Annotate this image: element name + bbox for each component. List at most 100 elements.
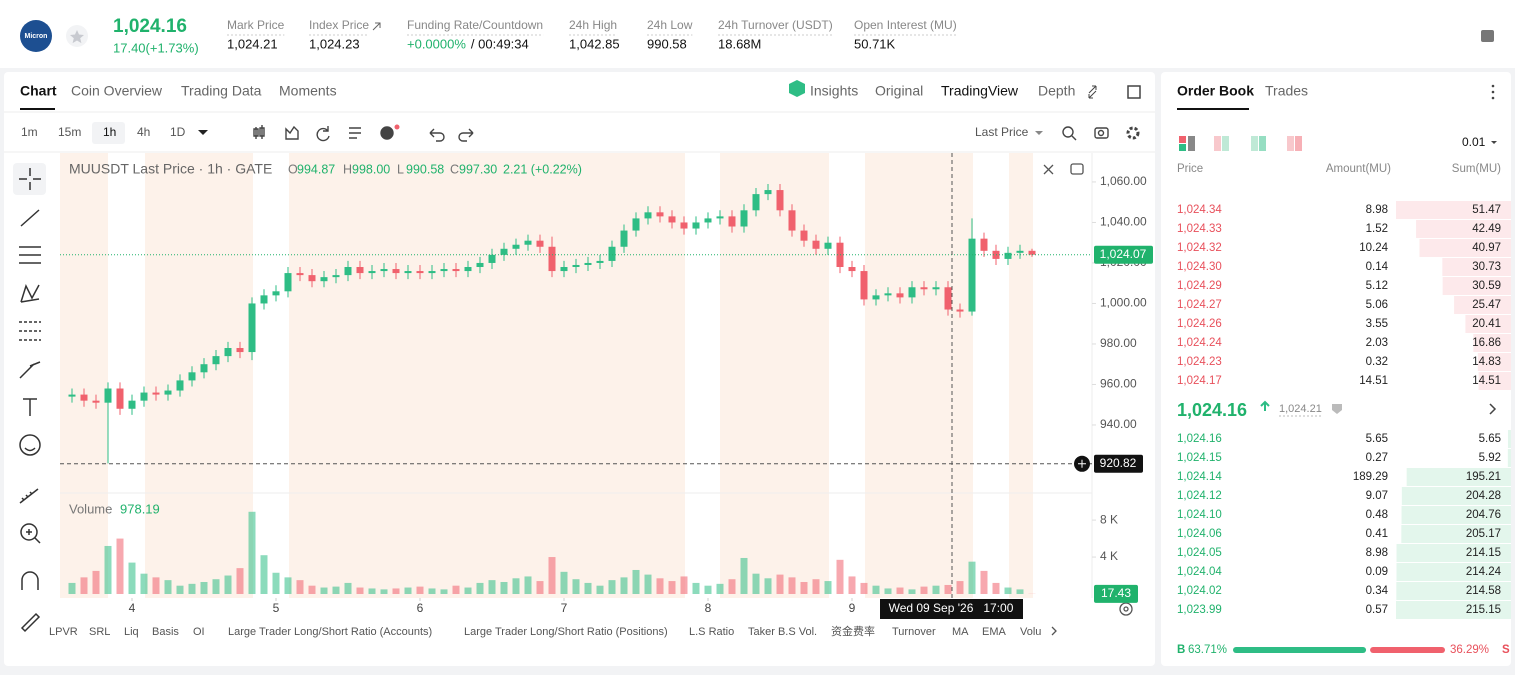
interval[interactable]: 1m [21, 125, 38, 139]
sell-letter: S [1502, 644, 1510, 656]
notes-icon[interactable] [1481, 30, 1494, 42]
indicator-tab[interactable]: SRL [89, 626, 110, 638]
ob-price[interactable]: 1,023.99 [1177, 604, 1222, 616]
candle-body [297, 273, 304, 275]
stat-value: 18.68M [718, 36, 761, 51]
ob-price[interactable]: 1,024.12 [1177, 490, 1222, 502]
y-tick-label: 1,000.00 [1100, 296, 1147, 310]
ob-price[interactable]: 1,024.16 [1177, 433, 1222, 445]
candle-body [273, 291, 280, 295]
view-tab[interactable]: Insights [810, 83, 858, 99]
volume-bar [465, 588, 472, 594]
volume-bar [261, 555, 268, 594]
mid-price: 1,024.16 [1177, 400, 1247, 420]
volume-bar [609, 580, 616, 594]
ohlc-value: 994.87 [297, 162, 335, 176]
indicator-tab[interactable]: 资金费率 [831, 624, 875, 638]
interval[interactable]: 1h [103, 125, 116, 139]
volume-bar [969, 562, 976, 594]
stat-label: Mark Price [227, 18, 285, 32]
ob-price[interactable]: 1,024.17 [1177, 375, 1222, 387]
buy-pct: 63.71% [1188, 644, 1227, 656]
ob-price[interactable]: 1,024.15 [1177, 452, 1222, 464]
volume-bar [909, 589, 916, 594]
candle-body [969, 239, 976, 312]
volume-bar [501, 582, 508, 594]
candle-body [489, 255, 496, 263]
volume-last: 17.43 [1101, 586, 1131, 600]
indicator-tab[interactable]: Basis [152, 626, 179, 638]
volume-bar [213, 579, 220, 594]
ob-price[interactable]: 1,024.32 [1177, 242, 1222, 254]
ob-price[interactable]: 1,024.02 [1177, 585, 1222, 597]
candle-body [1017, 251, 1024, 253]
precision[interactable]: 0.01 [1462, 135, 1486, 149]
ob-price[interactable]: 1,024.23 [1177, 356, 1222, 368]
ob-amount: 0.41 [1366, 528, 1388, 540]
ob-amount: 1.52 [1366, 223, 1388, 235]
interval[interactable]: 1D [170, 125, 186, 139]
indicator-tab[interactable]: Large Trader Long/Short Ratio (Accounts) [228, 626, 432, 638]
volume-bar [825, 581, 832, 594]
indicator-tab[interactable]: Taker B.S Vol. [748, 626, 817, 638]
interval[interactable]: 4h [137, 125, 150, 139]
ob-amount: 5.06 [1366, 299, 1388, 311]
ob-price[interactable]: 1,024.14 [1177, 471, 1222, 483]
interval[interactable]: 15m [58, 125, 81, 139]
ob-price[interactable]: 1,024.04 [1177, 566, 1222, 578]
indicator-tab[interactable]: Volu [1020, 626, 1041, 638]
ob-amount: 3.55 [1366, 318, 1388, 330]
view-tab[interactable]: Original [875, 83, 923, 99]
chart-tab[interactable]: Trading Data [181, 83, 262, 99]
chart-tab[interactable]: Moments [279, 83, 337, 99]
volume-bar [249, 512, 256, 594]
session-band [145, 153, 253, 598]
candle-body [705, 218, 712, 222]
ob-amount: 8.98 [1366, 547, 1388, 559]
candle-body [801, 231, 808, 241]
ob-amount: 5.12 [1366, 280, 1388, 292]
candle-body [585, 263, 592, 265]
volume-bar [453, 586, 460, 594]
volume-bar [297, 580, 304, 594]
ob-tab[interactable]: Order Book [1177, 83, 1254, 99]
ob-price[interactable]: 1,024.27 [1177, 299, 1222, 311]
stat-label: 24h Turnover (USDT) [718, 18, 833, 32]
volume-bar [789, 577, 796, 594]
volume-bar [801, 582, 808, 594]
indicator-tab[interactable]: Liq [124, 626, 139, 638]
x-tick-label: 8 [705, 601, 712, 615]
view-tab[interactable]: Depth [1038, 83, 1075, 99]
ob-price[interactable]: 1,024.05 [1177, 547, 1222, 559]
indicator-tab[interactable]: Large Trader Long/Short Ratio (Positions… [464, 626, 668, 638]
ob-price[interactable]: 1,024.26 [1177, 318, 1222, 330]
indicator-tab[interactable]: MA [952, 626, 969, 638]
indicator-tab[interactable]: L.S Ratio [689, 626, 734, 638]
ob-price[interactable]: 1,024.29 [1177, 280, 1222, 292]
volume-bar [201, 582, 208, 594]
ob-tab[interactable]: Trades [1265, 83, 1308, 99]
volume-bar [885, 588, 892, 594]
price-type[interactable]: Last Price [975, 125, 1029, 139]
ob-price[interactable]: 1,024.06 [1177, 528, 1222, 540]
indicator-tab[interactable]: Turnover [892, 626, 936, 638]
ob-price[interactable]: 1,024.30 [1177, 261, 1222, 273]
ob-price[interactable]: 1,024.33 [1177, 223, 1222, 235]
candle-body [501, 249, 508, 255]
indicator-tab[interactable]: EMA [982, 626, 1007, 638]
ohlc-value: 998.00 [352, 162, 390, 176]
ob-price[interactable]: 1,024.34 [1177, 204, 1222, 216]
volume-bar [717, 584, 724, 594]
candle-body [537, 241, 544, 247]
candle-body [573, 265, 580, 267]
volume-bar [549, 557, 556, 594]
indicator-tab[interactable]: OI [193, 626, 205, 638]
view-tab[interactable]: TradingView [941, 83, 1019, 99]
chart-tab[interactable]: Coin Overview [71, 83, 163, 99]
indicator-tab[interactable]: LPVR [49, 626, 78, 638]
chart-tab[interactable]: Chart [20, 83, 57, 99]
ob-price[interactable]: 1,024.24 [1177, 337, 1222, 349]
ob-price[interactable]: 1,024.10 [1177, 509, 1222, 521]
candle-body [117, 389, 124, 409]
